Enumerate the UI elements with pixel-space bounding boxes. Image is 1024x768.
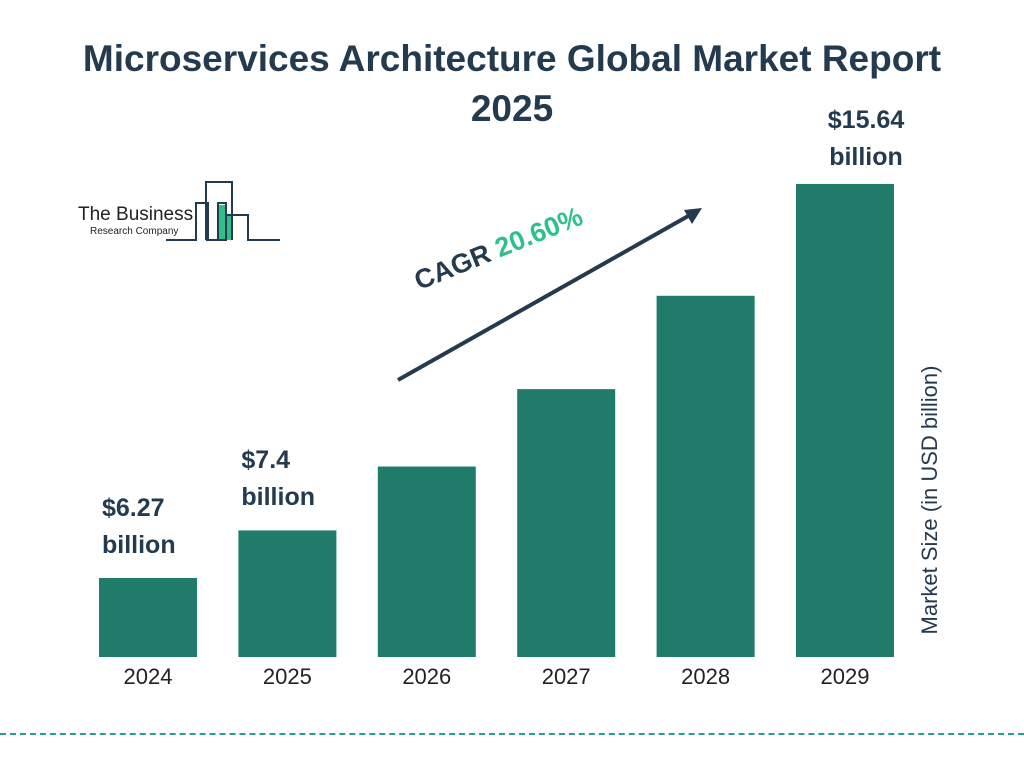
logo-text-line1: The Business (78, 204, 194, 225)
bar-2029 (796, 183, 894, 657)
data-label: $6.27 billion (102, 490, 242, 564)
data-label-unit: billion (829, 142, 903, 171)
data-label-value: $7.4 (241, 446, 291, 475)
data-label-unit: billion (241, 483, 315, 512)
data-label: $7.4 billion (241, 442, 381, 516)
chart-title: Microservices Architecture Global Market… (82, 38, 942, 129)
bar-2026 (377, 466, 476, 657)
x-tick-label: 2024 (123, 664, 173, 689)
bar-2028 (656, 295, 755, 657)
x-tick-label: 2029 (820, 664, 870, 689)
x-tick-label: 2026 (402, 664, 452, 689)
data-label: $15.64 billion (796, 102, 936, 176)
y-axis-label: Market Size (in USD billion) (917, 365, 942, 635)
divider-line (0, 733, 1024, 735)
cagr-arrow-line (397, 213, 691, 382)
data-label-value: $15.64 (827, 105, 905, 134)
logo-buildings-icon (166, 181, 280, 241)
x-tick-label: 2028 (681, 664, 731, 689)
bar-2027 (517, 389, 616, 657)
x-tick-label: 2027 (541, 664, 591, 689)
logo-text-line2: Research Company (90, 226, 179, 237)
bar-2025 (238, 530, 337, 657)
data-label-unit: billion (102, 530, 176, 559)
cagr-arrow-head-icon (684, 208, 702, 224)
x-tick-label: 2025 (262, 664, 312, 689)
bar-2024 (99, 577, 197, 657)
data-label-value: $6.27 (102, 493, 165, 522)
